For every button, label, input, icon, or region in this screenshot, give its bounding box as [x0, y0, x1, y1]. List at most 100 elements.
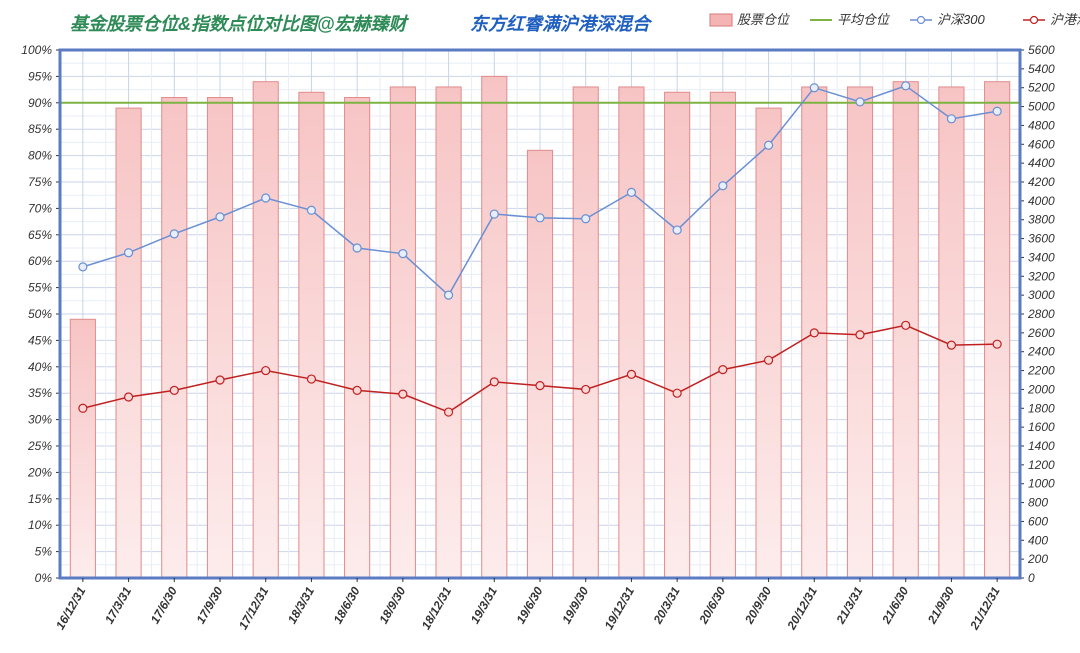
- svg-text:5%: 5%: [35, 545, 53, 559]
- hs300-marker: [125, 249, 133, 257]
- legend-label: 股票仓位: [737, 12, 791, 27]
- legend-item: 沪港深500: [1023, 12, 1080, 27]
- hs300-marker: [170, 230, 178, 238]
- hgs500-marker: [170, 386, 178, 394]
- hgs500-marker: [262, 367, 270, 375]
- svg-text:4000: 4000: [1028, 194, 1055, 208]
- svg-text:80%: 80%: [28, 149, 52, 163]
- bar: [436, 87, 461, 578]
- svg-text:0: 0: [1028, 571, 1035, 585]
- hs300-marker: [262, 194, 270, 202]
- x-tick-label: 18/9/30: [376, 584, 408, 626]
- svg-text:4600: 4600: [1028, 137, 1055, 151]
- bar: [207, 98, 232, 578]
- svg-text:3200: 3200: [1028, 269, 1055, 283]
- x-tick-label: 21/9/30: [924, 584, 957, 627]
- bar: [116, 108, 141, 578]
- svg-text:3400: 3400: [1028, 250, 1055, 264]
- hgs500-marker: [216, 376, 224, 384]
- svg-text:4200: 4200: [1028, 175, 1055, 189]
- svg-text:15%: 15%: [28, 492, 52, 506]
- hs300-marker: [765, 141, 773, 149]
- svg-text:45%: 45%: [28, 333, 52, 347]
- hs300-marker: [902, 82, 910, 90]
- hs300-marker: [307, 206, 315, 214]
- hgs500-marker: [810, 329, 818, 337]
- hgs500-marker: [399, 390, 407, 398]
- x-tick-label: 21/12/31: [967, 584, 1003, 633]
- bar: [573, 87, 598, 578]
- hs300-marker: [353, 244, 361, 252]
- chart-svg: 0%5%10%15%20%25%30%35%40%45%50%55%60%65%…: [0, 0, 1080, 653]
- svg-text:0%: 0%: [35, 571, 53, 585]
- hgs500-marker: [307, 375, 315, 383]
- x-tick-label: 19/9/30: [559, 584, 591, 626]
- bar: [162, 98, 187, 578]
- svg-text:200: 200: [1027, 552, 1048, 566]
- svg-text:1400: 1400: [1028, 439, 1055, 453]
- hgs500-marker: [353, 386, 361, 394]
- legend-item: 沪深300: [910, 12, 985, 27]
- hgs500-marker: [902, 321, 910, 329]
- svg-text:5600: 5600: [1028, 43, 1055, 57]
- svg-text:65%: 65%: [28, 228, 52, 242]
- hs300-marker: [673, 226, 681, 234]
- hs300-marker: [719, 182, 727, 190]
- hs300-marker: [627, 188, 635, 196]
- svg-text:5400: 5400: [1028, 62, 1055, 76]
- hgs500-marker: [627, 370, 635, 378]
- bar: [665, 92, 690, 578]
- hs300-marker: [582, 215, 590, 223]
- hs300-marker: [490, 210, 498, 218]
- x-tick-label: 18/6/30: [331, 584, 363, 626]
- bar: [390, 87, 415, 578]
- hgs500-marker: [856, 331, 864, 339]
- svg-text:95%: 95%: [28, 69, 52, 83]
- hs300-marker: [399, 250, 407, 258]
- svg-text:1800: 1800: [1028, 401, 1055, 415]
- svg-text:1600: 1600: [1028, 420, 1055, 434]
- svg-text:4800: 4800: [1028, 118, 1055, 132]
- bar: [756, 108, 781, 578]
- legend-item: 股票仓位: [710, 12, 791, 27]
- svg-text:2400: 2400: [1027, 345, 1055, 359]
- bar: [619, 87, 644, 578]
- bar: [482, 76, 507, 578]
- svg-text:800: 800: [1028, 496, 1048, 510]
- svg-text:50%: 50%: [28, 307, 52, 321]
- hgs500-marker: [993, 340, 1001, 348]
- x-tick-label: 19/12/31: [602, 584, 638, 632]
- chart-title-left: 基金股票仓位&指数点位对比图@宏赫臻财: [70, 14, 410, 34]
- svg-text:40%: 40%: [28, 360, 52, 374]
- hs300-marker: [445, 291, 453, 299]
- svg-text:20%: 20%: [27, 465, 52, 479]
- svg-text:5000: 5000: [1028, 100, 1055, 114]
- x-tick-label: 17/12/31: [236, 584, 272, 632]
- bar: [70, 319, 95, 578]
- bar: [710, 92, 735, 578]
- svg-text:85%: 85%: [28, 122, 52, 136]
- svg-text:70%: 70%: [28, 201, 52, 215]
- svg-text:25%: 25%: [27, 439, 52, 453]
- bar: [299, 92, 324, 578]
- x-tick-label: 19/6/30: [513, 584, 545, 626]
- hs300-marker: [536, 214, 544, 222]
- hs300-marker: [856, 98, 864, 106]
- svg-text:100%: 100%: [21, 43, 52, 57]
- hs300-marker: [993, 107, 1001, 115]
- legend-label: 平均仓位: [837, 12, 891, 27]
- svg-text:75%: 75%: [28, 175, 52, 189]
- x-tick-label: 17/6/30: [148, 584, 180, 626]
- hgs500-marker: [582, 385, 590, 393]
- hs300-marker: [216, 213, 224, 221]
- x-tick-label: 17/9/30: [193, 584, 225, 626]
- hgs500-marker: [673, 389, 681, 397]
- legend-label: 沪港深500: [1050, 12, 1080, 27]
- x-tick-label: 16/12/31: [53, 584, 89, 632]
- svg-text:2200: 2200: [1027, 364, 1055, 378]
- svg-text:3600: 3600: [1028, 232, 1055, 246]
- bar: [253, 82, 278, 578]
- chart-container: 0%5%10%15%20%25%30%35%40%45%50%55%60%65%…: [0, 0, 1080, 653]
- svg-text:5200: 5200: [1028, 81, 1055, 95]
- x-tick-label: 18/3/31: [285, 584, 317, 626]
